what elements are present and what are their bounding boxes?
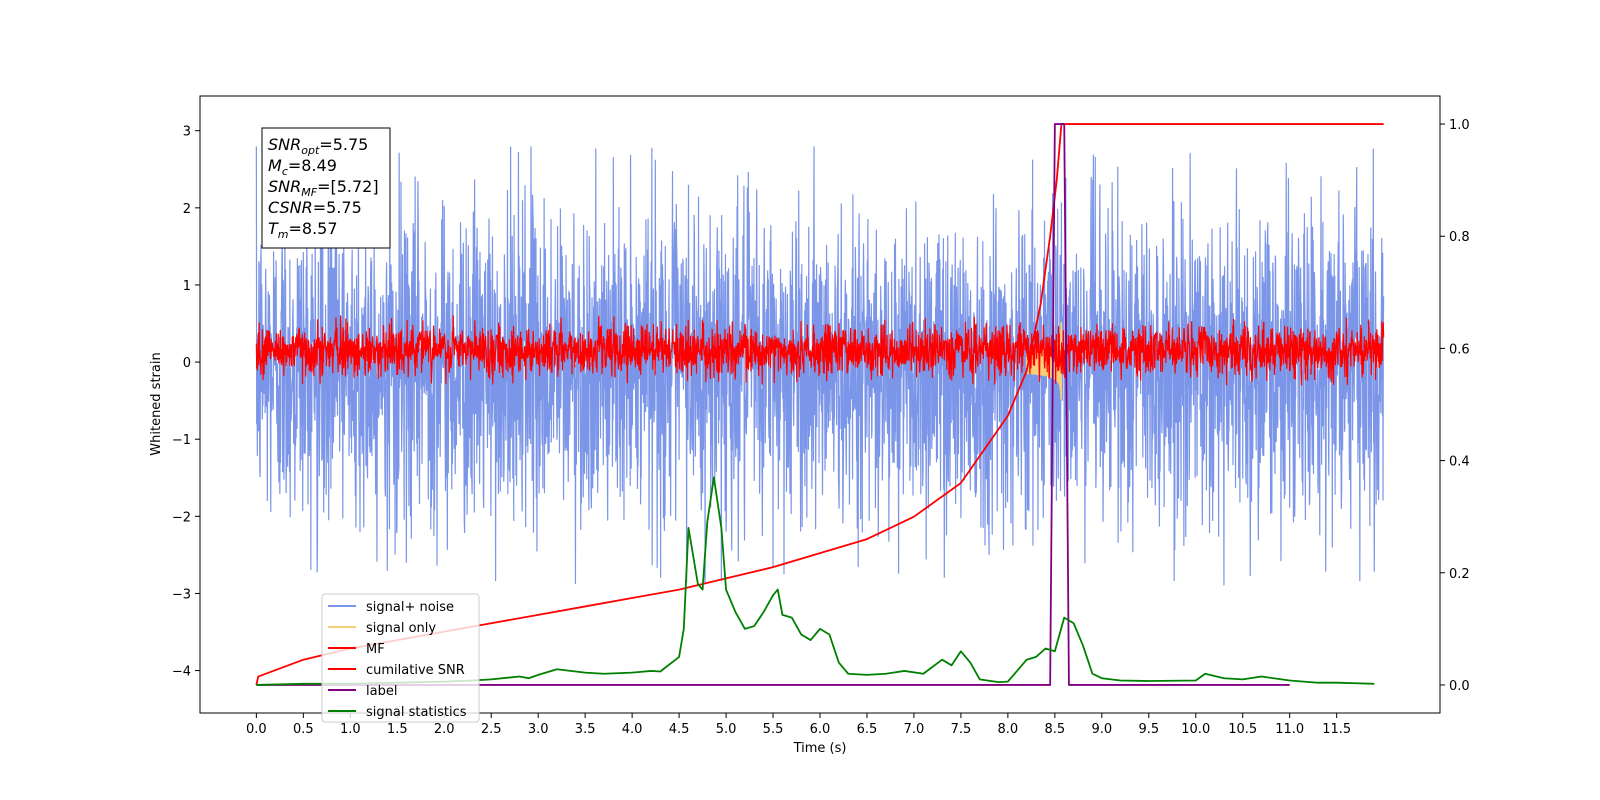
x-tick-label: 1.0	[340, 722, 361, 737]
annotation-line: SNRopt=5.75	[268, 135, 368, 157]
x-tick-label: 7.0	[904, 722, 925, 737]
x-tick-label: 9.0	[1091, 722, 1112, 737]
y-tick-label: 0	[183, 356, 191, 371]
annotation-frame	[261, 127, 391, 249]
x-tick-label: 5.0	[716, 722, 737, 737]
label-line	[256, 123, 1290, 686]
x-tick-label: 11.5	[1322, 722, 1351, 737]
legend-label: signal only	[366, 621, 436, 636]
x-tick-label: 6.0	[810, 722, 831, 737]
annotation-line: CSNR=5.75	[268, 198, 362, 217]
mf-line	[255, 315, 1385, 386]
y2-tick-label: 0.2	[1449, 567, 1470, 582]
x-tick-label: 4.0	[622, 722, 643, 737]
y2-tick-label: 0.0	[1449, 679, 1470, 694]
y-tick-label: 1	[183, 279, 191, 294]
y-tick-label: 2	[183, 202, 191, 217]
y2-tick-label: 1.0	[1449, 118, 1470, 133]
x-tick-label: 10.0	[1181, 722, 1210, 737]
y2-tick-label: 0.6	[1449, 342, 1470, 357]
x-axis: 0.0 0.5 1.0 1.5 2.0 2.5 3.0 3.5 4.0 4.5 5.0 5.5 6.0 6…	[246, 713, 1351, 737]
y2-tick-label: 0.8	[1449, 230, 1470, 245]
x-tick-label: 9.5	[1138, 722, 1159, 737]
x-tick-label: 8.5	[1045, 722, 1066, 737]
legend-label: MF	[366, 642, 385, 657]
x-tick-label: 5.5	[763, 722, 784, 737]
y-tick-label: −4	[172, 665, 191, 680]
x-tick-label: 0.5	[293, 722, 314, 737]
legend-label: signal statistics	[366, 705, 467, 720]
x-tick-label: 2.0	[434, 722, 455, 737]
legend: signal+ noise signal only MF cumilative SNR…	[321, 593, 480, 723]
annotation-line: SNRMF=[5.72]	[268, 177, 379, 199]
annotation-line: Tm=8.57	[268, 219, 338, 241]
y-axis-right: 1.0 0.8 0.6 0.4 0.2 0.0	[1440, 118, 1470, 694]
x-tick-label: 1.5	[387, 722, 408, 737]
y-tick-label: −2	[172, 510, 191, 525]
x-tick-label: 8.0	[998, 722, 1019, 737]
y-tick-label: 3	[183, 125, 191, 140]
x-tick-label: 3.0	[528, 722, 549, 737]
x-axis-label: Time (s)	[793, 741, 847, 756]
legend-label: signal+ noise	[366, 600, 454, 615]
x-tick-label: 6.5	[857, 722, 878, 737]
y-axis-left: 3 2 1 0 −1 −2 −3 −4	[172, 125, 200, 680]
x-tick-label: 4.5	[669, 722, 690, 737]
x-tick-label: 7.5	[951, 722, 972, 737]
x-tick-label: 11.0	[1275, 722, 1304, 737]
x-tick-label: 3.5	[575, 722, 596, 737]
y-tick-label: −1	[172, 433, 191, 448]
signal-statistics-line	[256, 476, 1375, 686]
legend-frame	[321, 593, 480, 723]
signal-noise-line	[255, 146, 1385, 586]
x-tick-label: 0.0	[246, 722, 267, 737]
x-tick-label: 10.5	[1228, 722, 1257, 737]
legend-label: cumilative SNR	[366, 663, 465, 678]
y2-tick-label: 0.4	[1449, 455, 1470, 470]
y-tick-label: −3	[172, 587, 191, 602]
x-tick-label: 2.5	[481, 722, 502, 737]
y-axis-label: Whitened strain	[149, 352, 164, 455]
legend-label: label	[366, 684, 397, 699]
annotation-line: Mc=8.49	[268, 156, 337, 178]
